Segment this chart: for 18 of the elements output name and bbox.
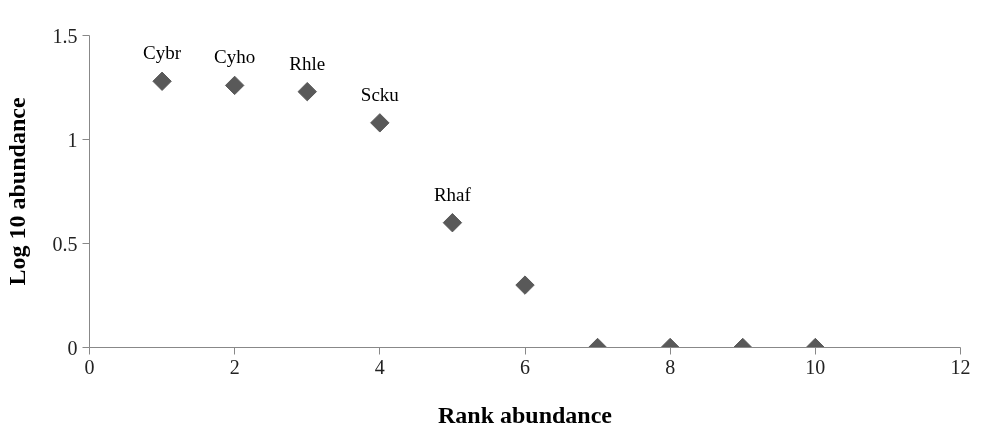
x-tick-label: 6 — [520, 355, 530, 378]
annotation: Scku — [360, 83, 400, 105]
annotation: Rhaf — [433, 183, 472, 205]
x-tick-label: 0 — [84, 355, 95, 378]
x-tick-label: 10 — [805, 355, 826, 378]
annotation: Rhle — [289, 52, 326, 74]
y-tick-label: 1 — [67, 128, 78, 151]
x-tick-label: 12 — [950, 355, 971, 378]
x-tick-label: 2 — [229, 355, 240, 378]
x-tick-label: 4 — [374, 355, 385, 378]
y-tick-label: 0.5 — [52, 232, 78, 255]
annotation: Cybr — [143, 42, 182, 64]
annotation: Cyho — [214, 46, 256, 68]
y-tick-label: 0 — [67, 336, 78, 359]
x-tick-label: 8 — [665, 355, 676, 378]
x-axis-title: Rank abundance — [437, 401, 613, 428]
y-axis-title: Log 10 abundance — [3, 97, 30, 286]
y-tick-label: 1.5 — [52, 24, 78, 47]
